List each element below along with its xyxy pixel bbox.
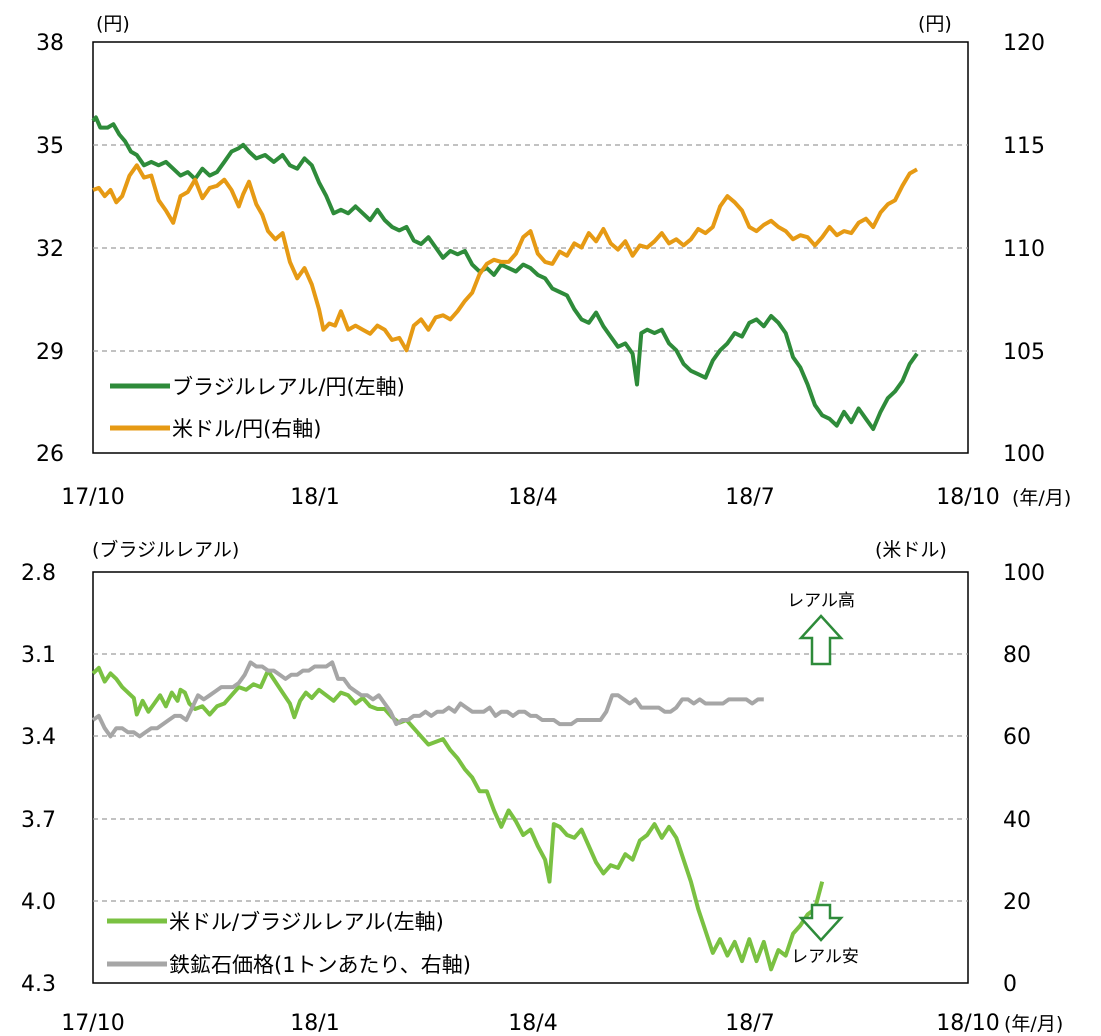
- up-arrow-icon: [798, 614, 844, 666]
- chart-top-y-right-ticks: 120 115 110 105 100: [1003, 31, 1045, 467]
- chart-bottom-ytick-right: 80: [1003, 643, 1031, 668]
- chart-bottom-series-usd-brl: [91, 665, 825, 972]
- down-arrow-icon: [798, 903, 844, 942]
- chart-bottom-y-right-ticks: 100 80 60 40 20 0: [1003, 561, 1045, 997]
- chart-bottom-ytick-left: 2.8: [21, 561, 56, 586]
- chart-top-x-ticks: 17/10 18/1 18/4 18/7 18/10: [61, 485, 999, 510]
- chart-bottom-legend-label: 鉄鉱石価格(1トンあたり、右軸): [169, 953, 471, 977]
- chart-top-unit-left: (円): [96, 13, 130, 35]
- chart-top-ytick-right: 105: [1003, 340, 1045, 365]
- chart-bottom-ytick-right: 0: [1003, 972, 1017, 997]
- chart-top-xtick: 18/4: [508, 485, 557, 510]
- annotation-real-weak-label: レアル安: [791, 947, 859, 967]
- chart-bottom-ytick-right: 40: [1003, 808, 1031, 833]
- chart-top-ytick-right: 110: [1003, 237, 1045, 262]
- chart-top-xtick: 18/10: [936, 485, 999, 510]
- chart-bottom-ytick-right: 20: [1003, 890, 1031, 915]
- chart-top-legend: ブラジルレアル/円(左軸) 米ドル/円(右軸): [110, 375, 405, 441]
- chart-bottom-unit-left: (ブラジルレアル): [92, 538, 239, 561]
- annotation-real-weak: レアル安: [791, 903, 859, 967]
- chart-bottom-unit-right: (米ドル): [875, 539, 947, 561]
- chart-top-unit-right: (円): [918, 13, 952, 35]
- chart-bottom-ytick-left: 3.4: [21, 725, 56, 750]
- chart-bottom-y-left-ticks: 2.8 3.1 3.4 3.7 4.0 4.3: [21, 561, 56, 997]
- chart-top-ytick-left: 32: [36, 237, 64, 262]
- chart-top-ytick-left: 26: [36, 442, 64, 467]
- chart-bottom: (ブラジルレアル) (米ドル) 2.8 3.1 3.4 3.7 4.0 4.3 …: [21, 538, 1063, 1036]
- chart-bottom-legend: 米ドル/ブラジルレアル(左軸) 鉄鉱石価格(1トンあたり、右軸): [107, 910, 471, 977]
- chart-bottom-ytick-right: 100: [1003, 561, 1045, 586]
- chart-bottom-legend-label: 米ドル/ブラジルレアル(左軸): [169, 910, 444, 934]
- chart-bottom-xtick: 18/4: [508, 1011, 557, 1036]
- chart-bottom-xtick: 18/10: [936, 1011, 999, 1036]
- chart-top-legend-label: 米ドル/円(右軸): [172, 417, 321, 441]
- chart-top-y-left-ticks: 38 35 32 29 26: [36, 31, 64, 467]
- chart-bottom-xtick: 17/10: [61, 1011, 124, 1036]
- chart-top-xtick: 17/10: [61, 485, 124, 510]
- chart-top-ytick-left: 38: [36, 31, 64, 56]
- chart-top-xtick: 18/7: [725, 485, 774, 510]
- chart-top-ytick-right: 120: [1003, 31, 1045, 56]
- chart-bottom-xtick: 18/7: [725, 1011, 774, 1036]
- chart-top-ytick-right: 115: [1003, 134, 1045, 159]
- chart-top-legend-label: ブラジルレアル/円(左軸): [172, 375, 405, 399]
- chart-bottom-ytick-left: 4.0: [21, 890, 56, 915]
- chart-top-ytick-left: 29: [36, 340, 64, 365]
- chart-bottom-x-unit: (年/月): [1004, 1013, 1063, 1035]
- chart-top-grid: [93, 144, 968, 352]
- chart-bottom-xtick: 18/1: [290, 1011, 339, 1036]
- chart-top-x-unit: (年/月): [1012, 487, 1071, 509]
- chart-bottom-ytick-left: 3.1: [21, 643, 56, 668]
- chart-bottom-ytick-left: 3.7: [21, 808, 56, 833]
- annotation-real-strong: レアル高: [787, 591, 855, 666]
- chart-bottom-ytick-left: 4.3: [21, 972, 56, 997]
- chart-top-xtick: 18/1: [290, 485, 339, 510]
- chart-bottom-ytick-right: 60: [1003, 725, 1031, 750]
- chart-top-ytick-right: 100: [1003, 442, 1045, 467]
- chart-top-series-brl-jpy: [91, 115, 919, 431]
- chart-top-series-usd-jpy: [92, 163, 918, 353]
- chart-top: (円) (円) 38 35 32 29 26 120 115 110 105 1…: [36, 13, 1071, 510]
- chart-bottom-x-ticks: 17/10 18/1 18/4 18/7 18/10: [61, 1011, 999, 1036]
- chart-top-ytick-left: 35: [36, 134, 64, 159]
- chart-bottom-series-iron-ore: [91, 660, 764, 739]
- annotation-real-strong-label: レアル高: [787, 591, 855, 611]
